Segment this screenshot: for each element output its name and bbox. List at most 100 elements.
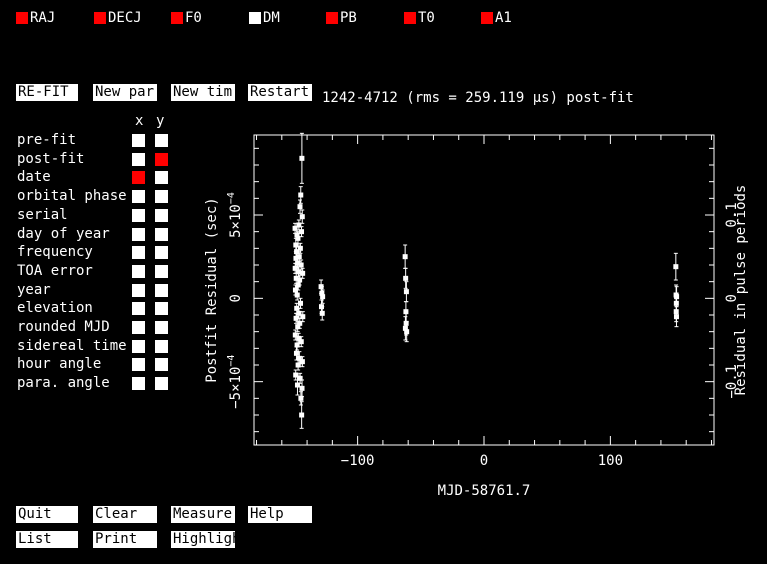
param-toggle-box[interactable] bbox=[326, 12, 338, 24]
x-tick-label: −100 bbox=[341, 453, 375, 469]
axis-option-x-checkbox[interactable] bbox=[132, 246, 145, 260]
axis-option-y-checkbox[interactable] bbox=[155, 208, 168, 222]
axis-option-x-checkbox[interactable] bbox=[132, 339, 145, 353]
data-point bbox=[293, 315, 299, 321]
data-point bbox=[298, 262, 304, 268]
axis-option-x-checkbox[interactable] bbox=[132, 171, 145, 185]
axis-option-label: frequency bbox=[17, 244, 93, 261]
y2-tick-label-group: 0.1 bbox=[724, 202, 740, 227]
y-column-header: y bbox=[156, 113, 165, 129]
axis-option-y-checkbox[interactable] bbox=[155, 321, 168, 334]
data-point bbox=[296, 222, 302, 228]
axis-option-x-checkbox[interactable] bbox=[132, 134, 145, 147]
y-axis-label: Postfit Residual (sec) bbox=[204, 197, 220, 382]
param-toggle-box[interactable] bbox=[171, 12, 183, 24]
data-point bbox=[294, 305, 300, 311]
data-point bbox=[300, 314, 306, 320]
axis-option-y-checkbox[interactable] bbox=[155, 134, 168, 147]
param-toggle-box[interactable] bbox=[404, 12, 416, 24]
data-point bbox=[293, 350, 299, 356]
axis-option-y-checkbox[interactable] bbox=[155, 264, 168, 278]
data-point bbox=[297, 204, 303, 210]
data-point bbox=[292, 332, 298, 338]
data-point bbox=[296, 355, 302, 361]
param-toggle-box[interactable] bbox=[16, 12, 28, 24]
data-point bbox=[319, 290, 325, 296]
data-point bbox=[404, 329, 410, 335]
data-point bbox=[295, 269, 301, 275]
axis-option-y-checkbox[interactable] bbox=[155, 377, 168, 391]
refit-button[interactable]: RE-FIT bbox=[16, 84, 78, 101]
axis-option-label: rounded MJD bbox=[17, 319, 110, 335]
axis-option-y-checkbox[interactable] bbox=[155, 227, 168, 241]
axis-option-x-checkbox[interactable] bbox=[132, 321, 145, 334]
axis-option-x-checkbox[interactable] bbox=[132, 358, 145, 372]
highlight-button[interactable]: Highlight bbox=[171, 531, 235, 548]
axis-option-x-checkbox[interactable] bbox=[132, 190, 145, 204]
measure-button[interactable]: Measure bbox=[171, 506, 235, 523]
axis-option-label: para. angle bbox=[17, 375, 110, 392]
axis-option-x-checkbox[interactable] bbox=[132, 152, 145, 166]
axis-option-label: elevation bbox=[17, 300, 93, 317]
axis-option-label: day of year bbox=[17, 225, 110, 242]
axis-option-x-checkbox[interactable] bbox=[132, 377, 145, 391]
axis-option-x-checkbox[interactable] bbox=[132, 264, 145, 278]
param-toggle-box[interactable] bbox=[249, 12, 261, 24]
data-point bbox=[297, 375, 303, 381]
axis-option-x-checkbox[interactable] bbox=[132, 302, 145, 316]
y2-tick-label: 0 bbox=[724, 294, 740, 302]
y2-tick-label: −0.1 bbox=[724, 365, 740, 399]
data-point bbox=[298, 192, 304, 198]
list-button[interactable]: List bbox=[16, 531, 78, 548]
y-tick-label-group: −5×10−4 bbox=[226, 355, 244, 409]
axis-option-y-checkbox[interactable] bbox=[155, 302, 168, 316]
y2-axis-label: Residual in pulse periods bbox=[733, 185, 749, 396]
x-axis-label: MJD-58761.7 bbox=[438, 483, 531, 499]
data-point bbox=[292, 225, 298, 231]
data-point bbox=[294, 382, 300, 388]
data-point bbox=[299, 214, 305, 220]
axis-option-x-checkbox[interactable] bbox=[132, 283, 145, 297]
y-tick-label: −5×10−4 bbox=[226, 355, 244, 409]
param-label: T0 bbox=[418, 10, 435, 26]
data-point bbox=[296, 335, 302, 341]
axis-option-y-checkbox[interactable] bbox=[155, 283, 168, 297]
axis-option-y-checkbox[interactable] bbox=[155, 358, 168, 372]
new-tim-button[interactable]: New tim bbox=[171, 84, 235, 101]
data-point bbox=[299, 412, 305, 418]
y-tick-label: 0 bbox=[228, 294, 244, 302]
data-point bbox=[294, 232, 300, 238]
data-point bbox=[298, 339, 304, 345]
axis-option-x-checkbox[interactable] bbox=[132, 208, 145, 222]
data-point bbox=[298, 395, 304, 401]
axis-option-y-checkbox[interactable] bbox=[155, 339, 168, 353]
param-label: DM bbox=[263, 10, 280, 26]
axis-option-label: pre-fit bbox=[17, 132, 77, 148]
help-button[interactable]: Help bbox=[248, 506, 312, 523]
axis-option-label: sidereal time bbox=[17, 337, 127, 354]
print-button[interactable]: Print bbox=[93, 531, 157, 548]
param-toggle-box[interactable] bbox=[94, 12, 106, 24]
axis-option-y-checkbox[interactable] bbox=[155, 190, 168, 204]
axis-option-y-checkbox[interactable] bbox=[155, 152, 168, 166]
quit-button[interactable]: Quit bbox=[16, 506, 78, 523]
axis-option-label: serial bbox=[17, 206, 68, 223]
y2-tick-label-group: −0.1 bbox=[724, 365, 740, 399]
axis-option-label: orbital phase bbox=[17, 188, 127, 205]
data-point bbox=[294, 342, 300, 348]
axis-option-x-checkbox[interactable] bbox=[132, 227, 145, 241]
x-tick-label: 100 bbox=[598, 453, 623, 469]
axis-option-y-checkbox[interactable] bbox=[155, 246, 168, 260]
axis-option-label: date bbox=[17, 169, 51, 186]
restart-button[interactable]: Restart bbox=[248, 84, 312, 101]
param-toggle-box[interactable] bbox=[481, 12, 493, 24]
axis-option-y-checkbox[interactable] bbox=[155, 171, 168, 185]
new-par-button[interactable]: New par bbox=[93, 84, 157, 101]
x-tick-label: 0 bbox=[480, 453, 488, 469]
y-tick-label: 5×10−4 bbox=[226, 192, 244, 238]
data-point bbox=[403, 320, 409, 326]
clear-button[interactable]: Clear bbox=[93, 506, 157, 523]
param-label: A1 bbox=[495, 10, 512, 26]
data-point bbox=[674, 294, 680, 300]
